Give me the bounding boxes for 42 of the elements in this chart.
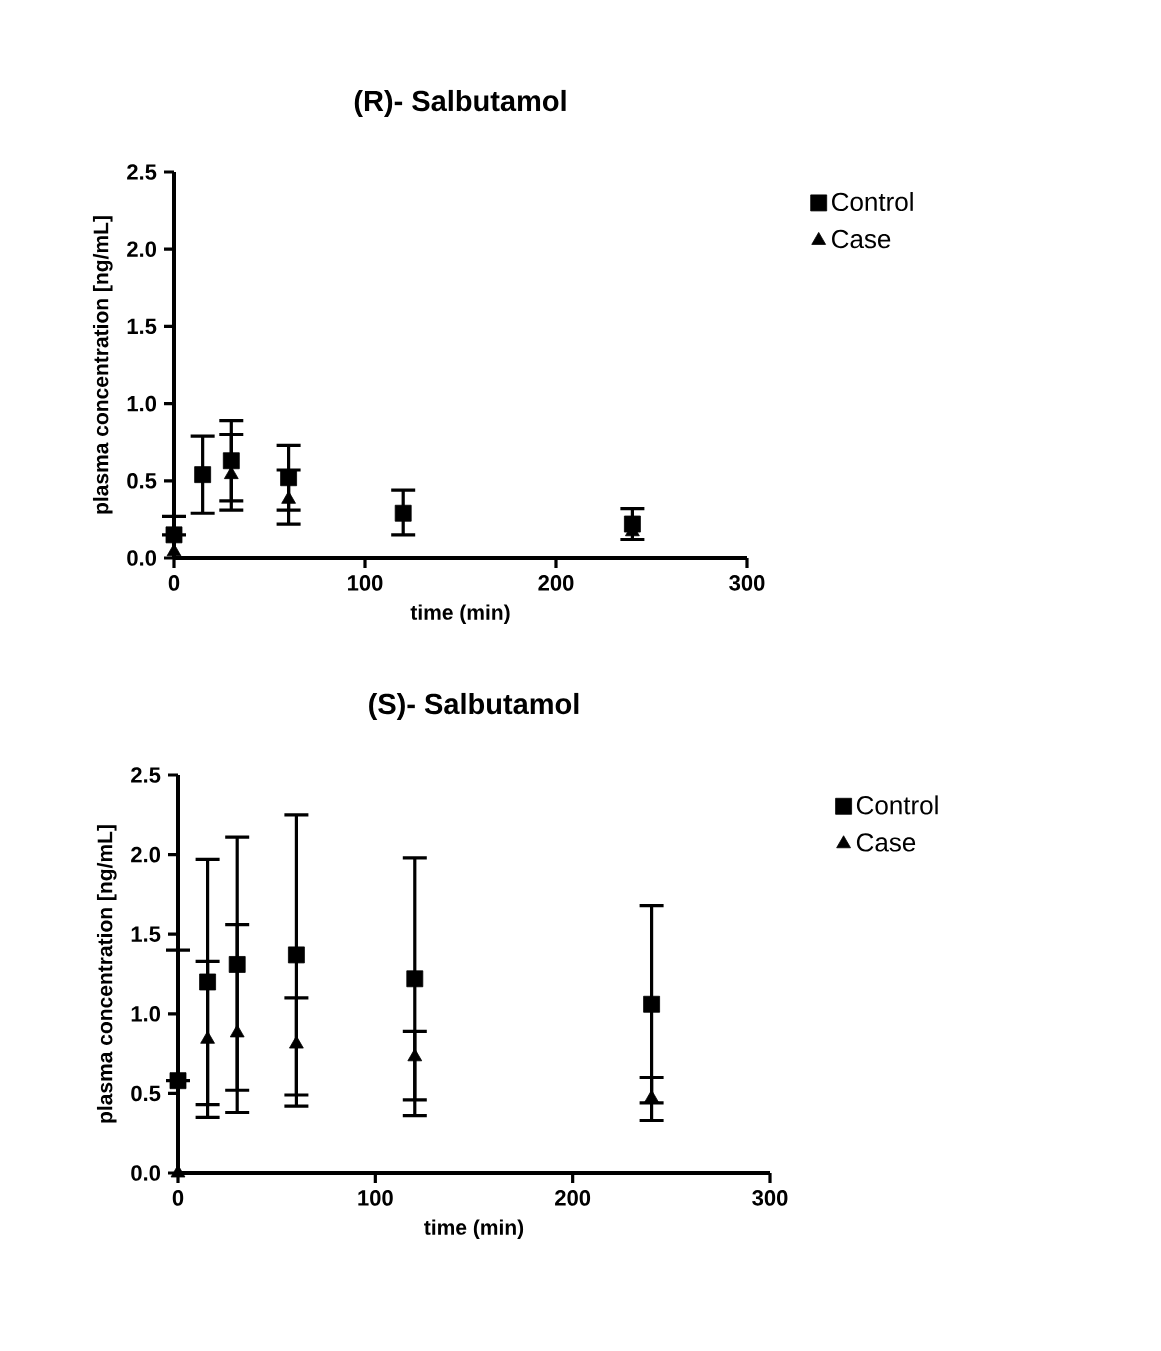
x-tick-label: 300 — [752, 1190, 788, 1206]
y-tick-label: 0.5 — [131, 1085, 161, 1102]
x-axis-title: time (min) — [410, 604, 510, 624]
x-axis-title: time (min) — [424, 1219, 524, 1239]
point — [229, 1024, 245, 1038]
y-tick-label: 0.0 — [127, 550, 157, 566]
y-tick-label: 0.5 — [127, 473, 157, 489]
x-tick-label: 0 — [168, 575, 180, 591]
legend-label: Control — [856, 795, 938, 815]
x-tick-label: 0 — [172, 1190, 184, 1206]
x-tick-label: 100 — [348, 575, 383, 591]
legend-label: Case — [832, 229, 891, 249]
point — [280, 469, 297, 487]
point — [288, 946, 305, 964]
point — [194, 466, 212, 484]
y-tick-label: 0.0 — [131, 1165, 161, 1181]
point — [406, 970, 424, 988]
y-tick-label: 2.5 — [131, 767, 161, 783]
point — [199, 973, 216, 991]
y-tick-label: 2.5 — [127, 164, 157, 180]
y-tick-label: 2.0 — [131, 846, 161, 863]
point — [394, 504, 412, 522]
y-tick-label: 2.0 — [127, 241, 157, 258]
y-tick-label: 1.5 — [131, 926, 161, 942]
point — [228, 956, 246, 973]
point — [222, 452, 240, 470]
x-tick-label: 200 — [555, 1190, 591, 1206]
point — [643, 995, 660, 1013]
chart-title: (R)- Salbutamol — [354, 89, 566, 117]
chart-title: (S)- Salbutamol — [369, 692, 579, 720]
y-tick-label: 1.0 — [127, 395, 157, 412]
x-tick-label: 100 — [358, 1190, 393, 1206]
y-axis-title: plasma concentration [ng/mL] — [92, 216, 113, 514]
x-tick-label: 300 — [729, 575, 765, 591]
legend-label: Case — [856, 833, 916, 852]
y-tick-label: 1.5 — [127, 318, 157, 335]
legend-label: Control — [832, 191, 913, 212]
y-tick-label: 1.0 — [131, 1006, 161, 1022]
x-tick-label: 200 — [538, 575, 574, 591]
point — [407, 1048, 423, 1062]
y-axis-title: plasma concentration [ng/mL] — [96, 825, 117, 1123]
point — [165, 526, 183, 544]
